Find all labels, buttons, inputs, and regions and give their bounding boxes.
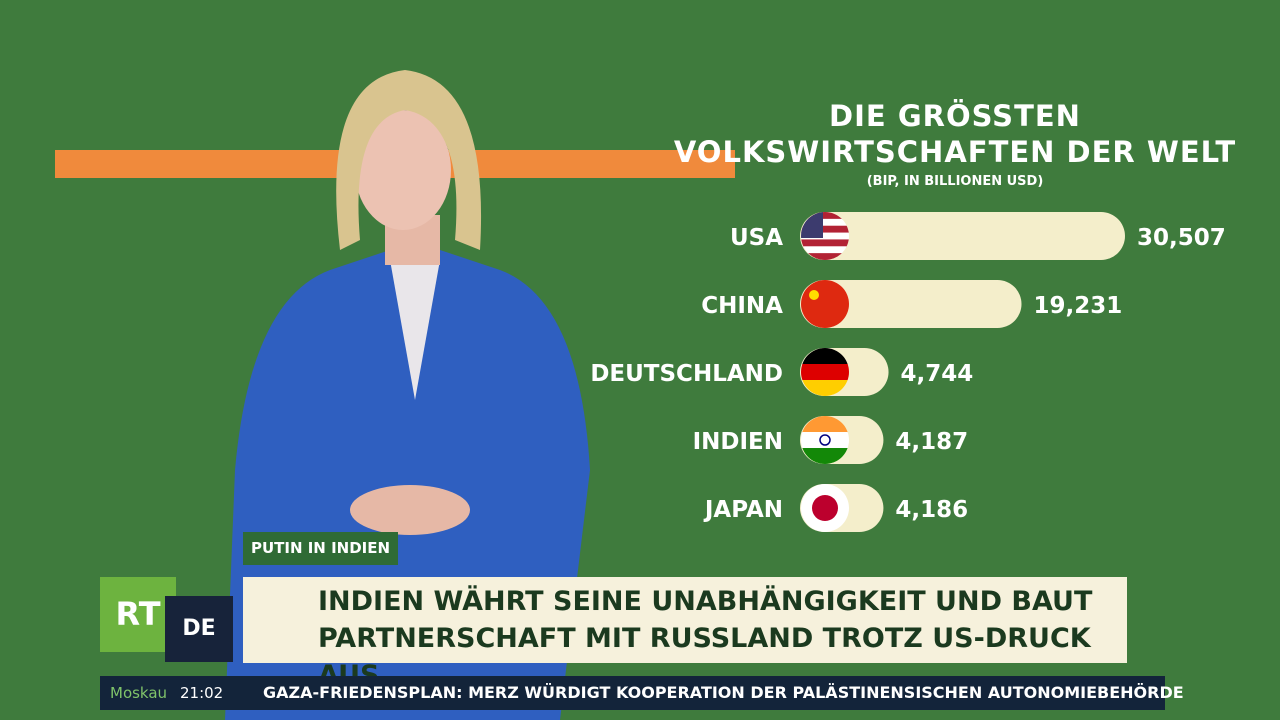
headline: INDIEN WÄHRT SEINE UNABHÄNGIGKEIT UND BA… bbox=[318, 586, 1093, 691]
ticker-city: Moskau bbox=[110, 684, 168, 702]
category-label: CHINA bbox=[701, 293, 783, 319]
headline-box bbox=[243, 577, 1127, 663]
flag-stripe bbox=[801, 246, 849, 254]
value-label: 4,744 bbox=[901, 361, 974, 387]
flag bbox=[801, 416, 849, 464]
bar bbox=[800, 280, 1022, 328]
flag-stripe bbox=[801, 364, 849, 381]
flag-stripe bbox=[801, 280, 849, 328]
value-label: 30,507 bbox=[1137, 225, 1226, 251]
flag bbox=[801, 348, 849, 396]
flag-stripe bbox=[801, 253, 849, 260]
flag-stripe bbox=[801, 432, 849, 449]
flag-stripe bbox=[801, 212, 849, 220]
category-label: INDIEN bbox=[693, 429, 783, 455]
flag bbox=[801, 484, 849, 532]
chart-subtitle: (BIP, IN BILLIONEN USD) bbox=[866, 174, 1044, 189]
flag-stripe bbox=[801, 448, 849, 464]
flag bbox=[801, 280, 849, 328]
flag-canton bbox=[801, 212, 823, 238]
value-label: 4,187 bbox=[895, 429, 968, 455]
topic-tag: PUTIN IN INDIEN bbox=[243, 532, 398, 565]
value-label: 4,186 bbox=[895, 497, 968, 523]
value-label: 19,231 bbox=[1034, 293, 1123, 319]
flag-star bbox=[809, 290, 819, 300]
bar bbox=[800, 212, 1125, 260]
chart-title: DIE GRÖSSTEN VOLKSWIRTSCHAFTEN DER WELT bbox=[673, 99, 1237, 169]
flag-stripe bbox=[801, 348, 849, 365]
category-label: JAPAN bbox=[703, 497, 783, 523]
category-label: USA bbox=[730, 225, 783, 251]
logo: RT bbox=[100, 577, 176, 652]
flag-stripe bbox=[801, 239, 849, 247]
ticker-text: GAZA-FRIEDENSPLAN: MERZ WÜRDIGT KOOPERAT… bbox=[263, 683, 1184, 702]
flag-wheel bbox=[819, 434, 831, 446]
flag-stripe bbox=[801, 416, 849, 433]
ticker-bar bbox=[100, 676, 1165, 710]
category-label: DEUTSCHLAND bbox=[590, 361, 783, 387]
flag-stripe bbox=[801, 380, 849, 396]
flag-stripe bbox=[801, 218, 849, 227]
flag-stripe bbox=[801, 225, 849, 234]
flag-stripe bbox=[801, 232, 849, 240]
ticker-time: 21:02 bbox=[180, 684, 224, 702]
flag-sun bbox=[812, 495, 838, 521]
logo-sub: DE bbox=[165, 596, 233, 662]
